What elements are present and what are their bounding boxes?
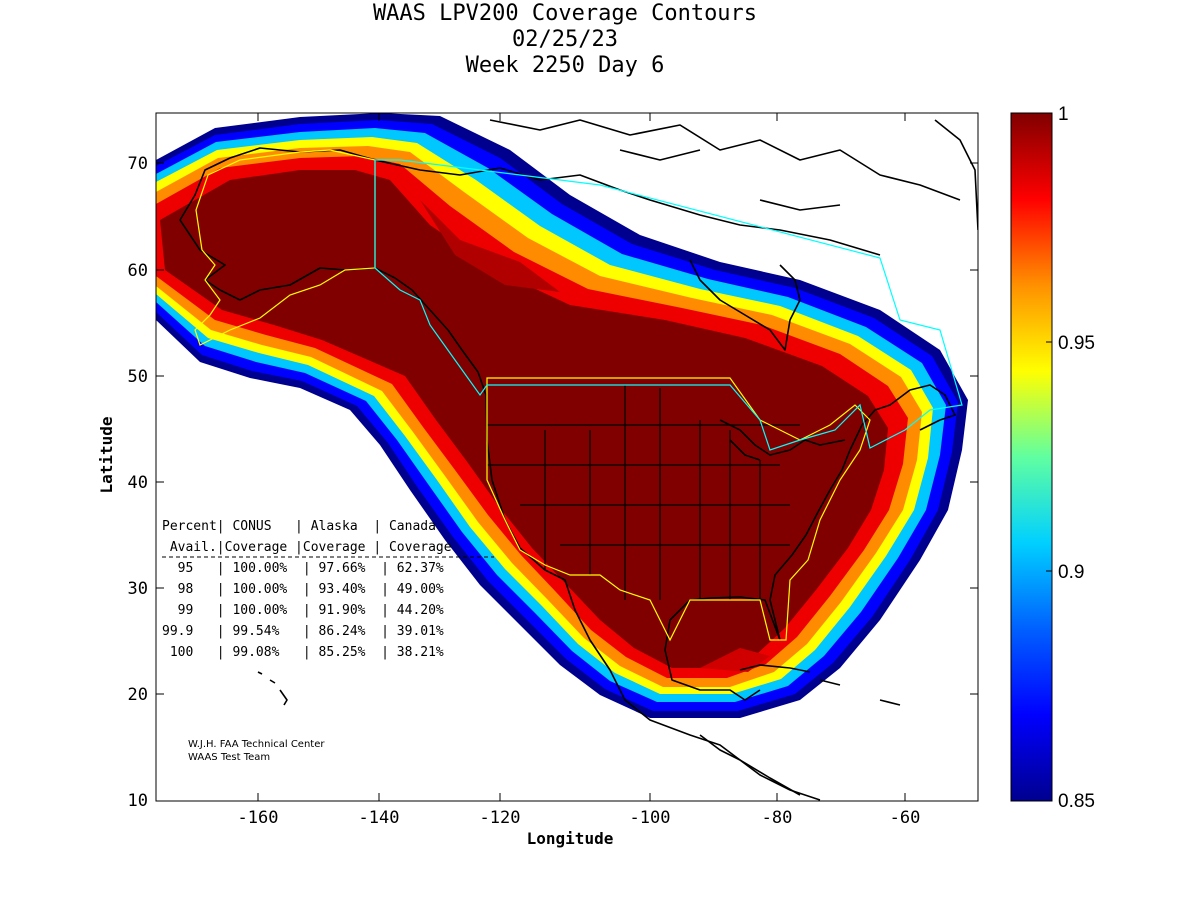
colorbar-tick-label: 1 — [1058, 104, 1069, 125]
y-axis: 70 60 50 40 30 20 10 Latitude — [97, 154, 978, 811]
central-america — [699, 734, 801, 796]
table-header-2: Avail.|Coverage |Coverage | Coverage — [162, 540, 452, 555]
colorbar-tick-label: 0.9 — [1058, 562, 1084, 583]
x-axis: -160 -140 -120 -100 -80 -60 Longitude — [238, 113, 921, 848]
title-line-1: WAAS LPV200 Coverage Contours — [373, 1, 757, 26]
canada-boundary — [374, 159, 963, 451]
us-east-coast — [689, 384, 956, 641]
x-tick-label: -60 — [890, 808, 921, 828]
y-tick-label: 60 — [128, 261, 148, 281]
alaska-outline — [179, 147, 376, 301]
x-tick-label: -80 — [762, 808, 793, 828]
arctic-islands — [489, 119, 961, 211]
colorbar-gradient — [1010, 112, 1053, 802]
colorbar-tick-marks — [1046, 341, 1052, 572]
x-tick-label: -160 — [238, 808, 279, 828]
x-axis-label: Longitude — [527, 829, 614, 848]
plot-frame — [155, 112, 979, 802]
great-lakes — [719, 419, 846, 461]
y-tick-marks — [156, 162, 978, 695]
coastlines — [179, 119, 978, 801]
us-state-lines — [487, 385, 800, 600]
table-row: 99.9 | 99.54% | 86.24% | 39.01% — [162, 624, 444, 639]
region-boundaries — [194, 149, 963, 642]
hawaii-islands — [257, 671, 288, 706]
colorbar: 1 0.95 0.9 0.85 — [1010, 104, 1095, 812]
title-line-3: Week 2250 Day 6 — [466, 53, 665, 78]
table-row: 98 | 100.00% | 93.40% | 49.00% — [162, 582, 444, 597]
y-tick-label: 50 — [128, 367, 148, 387]
conus-boundary — [486, 377, 871, 642]
y-tick-label: 40 — [128, 473, 148, 493]
y-tick-label: 10 — [128, 791, 148, 811]
table-row: 95 | 100.00% | 97.66% | 62.37% — [162, 561, 444, 576]
colorbar-tick-label: 0.95 — [1058, 333, 1095, 354]
contour-band-1000 — [160, 170, 888, 668]
hudson-bay — [689, 259, 801, 351]
y-tick-label: 20 — [128, 685, 148, 705]
chart-title: WAAS LPV200 Coverage Contours 02/25/23 W… — [373, 1, 757, 78]
greenland-edge — [934, 119, 978, 231]
x-tick-marks — [257, 113, 906, 801]
coverage-table: Percent| CONUS | Alaska | Canada Avail.|… — [162, 519, 494, 660]
credit-block: W.J.H. FAA Technical Center WAAS Test Te… — [188, 739, 325, 763]
table-row: 99 | 100.00% | 91.90% | 44.20% — [162, 603, 444, 618]
x-tick-label: -100 — [630, 808, 671, 828]
credit-line-2: WAAS Test Team — [188, 752, 270, 763]
y-axis-label: Latitude — [97, 416, 116, 493]
table-header-1: Percent| CONUS | Alaska | Canada — [162, 519, 436, 534]
contour-patch-mexico — [700, 648, 770, 672]
mexico-gulf-coast — [664, 599, 761, 701]
colorbar-tick-label: 0.85 — [1058, 791, 1095, 812]
x-tick-label: -120 — [480, 808, 521, 828]
contour-patch-north — [420, 200, 560, 292]
credit-line-1: W.J.H. FAA Technical Center — [188, 739, 325, 750]
y-tick-label: 70 — [128, 154, 148, 174]
caribbean-islands — [739, 664, 901, 706]
coverage-contours — [156, 113, 968, 718]
alaska-boundary — [194, 149, 376, 346]
title-line-2: 02/25/23 — [512, 27, 618, 52]
table-row: 100 | 99.08% | 85.25% | 38.21% — [162, 645, 444, 660]
map-plot-area: Percent| CONUS | Alaska | Canada Avail.|… — [156, 113, 978, 801]
y-tick-label: 30 — [128, 579, 148, 599]
x-tick-label: -140 — [359, 808, 400, 828]
